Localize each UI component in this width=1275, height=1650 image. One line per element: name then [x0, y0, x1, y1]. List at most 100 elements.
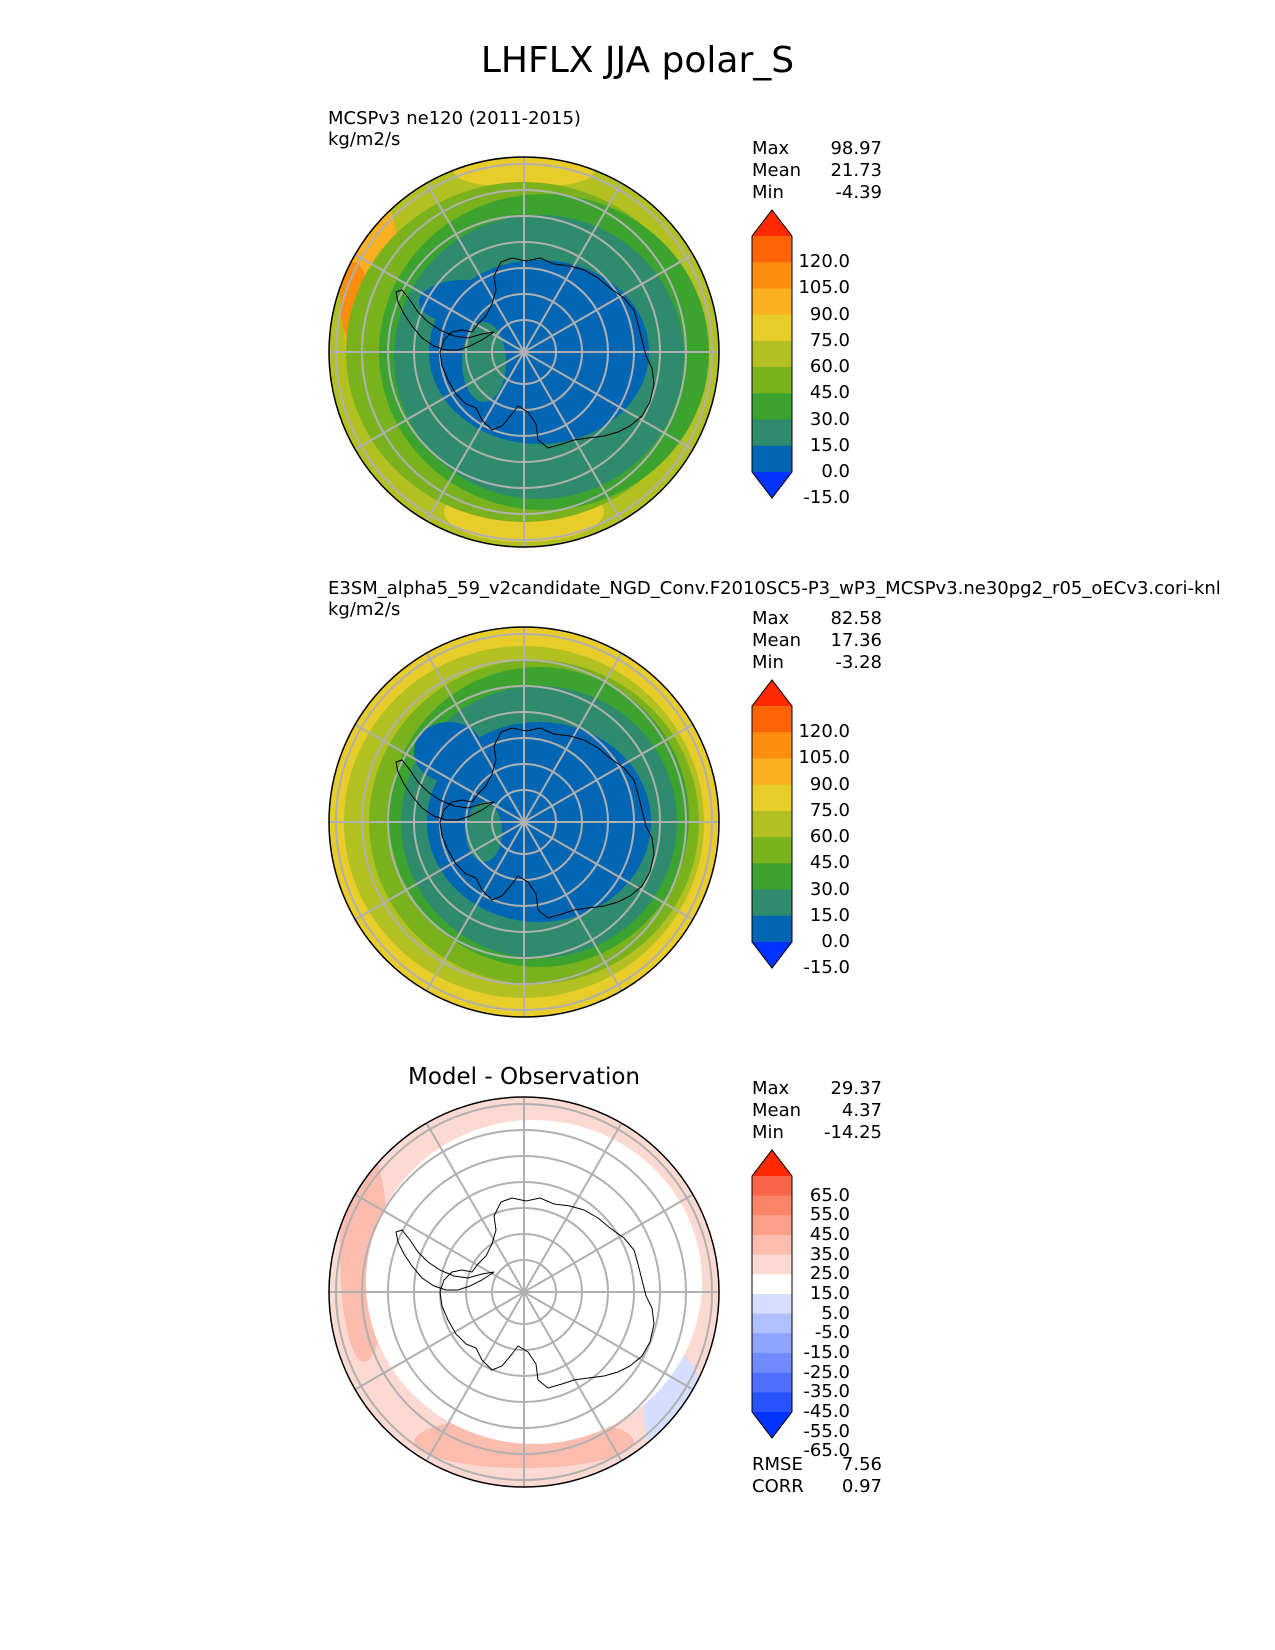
colorbar-tick-label: -5.0	[814, 1322, 850, 1344]
contour-band	[414, 722, 484, 782]
colorbar-tick-label: -65.0	[803, 1440, 850, 1462]
panel-1-units: kg/m2/s	[328, 129, 401, 150]
colorbar-segment	[752, 863, 792, 891]
meridian-line	[425, 1122, 623, 1462]
colorbar-outline	[751, 679, 793, 969]
contour-band	[419, 280, 509, 324]
min-label: Min	[752, 1122, 784, 1143]
mean-label: Mean	[752, 160, 802, 181]
colorbar-segment	[752, 445, 792, 473]
colorbar-segment	[752, 810, 792, 838]
colorbar-tick-label: 30.0	[809, 878, 850, 900]
colorbar-tick-label: 60.0	[809, 356, 850, 378]
panel-2-title: E3SM_alpha5_59_v2candidate_NGD_Conv.F201…	[328, 578, 1221, 599]
min-label: Min	[752, 182, 784, 203]
colorbar-segment	[752, 419, 792, 447]
mean-value: 17.36	[830, 630, 882, 651]
colorbar-tick-label: 45.0	[809, 852, 850, 874]
colorbar-tick-label: 55.0	[809, 1204, 850, 1226]
colorbar-tick-label: -35.0	[803, 1381, 850, 1403]
colorbar-segment	[752, 1215, 792, 1236]
mean-value: 21.73	[830, 160, 882, 181]
colorbar-segment	[752, 706, 792, 733]
max-label: Max	[752, 1078, 790, 1099]
colorbar-segment	[752, 262, 792, 289]
peninsula-coastline	[395, 289, 495, 351]
min-value: -4.39	[835, 182, 882, 203]
colorbar-segment	[752, 1195, 792, 1216]
colorbar-tick-label: 75.0	[809, 799, 850, 821]
colorbar-segment	[752, 314, 792, 342]
colorbar-segment	[752, 889, 792, 917]
colorbar-tick-label: -55.0	[803, 1420, 850, 1442]
rmse-label: RMSE	[752, 1454, 803, 1475]
colorbar-tick-label: 90.0	[809, 773, 850, 795]
colorbar-segment	[752, 732, 792, 759]
antarctica-coastline	[439, 1197, 655, 1389]
colorbar-tick-label: 60.0	[809, 826, 850, 848]
colorbar-segment	[752, 915, 792, 943]
colorbar-tick-label: -45.0	[803, 1401, 850, 1422]
colorbar-tick-label: -25.0	[803, 1361, 850, 1383]
colorbar-segment	[752, 1235, 792, 1256]
colorbar-segment	[752, 367, 792, 394]
colorbar-tick-label: 105.0	[798, 747, 850, 769]
colorbar-tick-label: 45.0	[809, 1224, 850, 1245]
colorbar-tick-label: 15.0	[809, 434, 850, 456]
antarctica-coastline	[439, 257, 655, 449]
colorbar-tick-label: -15.0	[803, 487, 850, 509]
panel-2-colorbar	[751, 679, 793, 969]
peninsula-coastline	[395, 759, 495, 821]
panel-1-stats: Max 98.97 Mean 21.73 Min -4.39	[752, 138, 882, 204]
colorbar-tick-label: 45.0	[809, 382, 850, 404]
panel-1-colorbar	[751, 209, 793, 499]
colorbar-tick-label: 0.0	[821, 461, 850, 482]
rmse-value: 7.56	[841, 1454, 882, 1475]
min-label: Min	[752, 652, 784, 673]
colorbar-segment	[752, 837, 792, 864]
antarctica-coastline	[439, 727, 655, 919]
colorbar-segment	[752, 1254, 792, 1275]
colorbar-segment	[752, 288, 792, 316]
coastline	[395, 727, 655, 919]
corr-label: CORR	[752, 1476, 804, 1497]
colorbar-segment	[752, 758, 792, 786]
panel-3-map	[328, 1096, 720, 1488]
meridian-line	[425, 182, 623, 522]
colorbar-extend-max	[752, 680, 792, 706]
colorbar-segment	[752, 784, 792, 812]
colorbar-tick-label: 25.0	[809, 1263, 850, 1285]
colorbar-tick-label: 30.0	[809, 408, 850, 430]
panel-2-map	[328, 626, 720, 1018]
colorbar-segment	[752, 1313, 792, 1334]
panel-1-map	[328, 156, 720, 548]
colorbar-segment	[752, 1274, 792, 1295]
colorbar-segment	[752, 393, 792, 421]
mean-value: 4.37	[841, 1100, 882, 1121]
corr-value: 0.97	[841, 1476, 882, 1497]
figure-title: LHFLX JJA polar_S	[480, 40, 795, 81]
colorbar-tick-label: 15.0	[809, 1283, 850, 1304]
map-boundary	[328, 156, 720, 548]
colorbar-segment	[752, 1392, 792, 1413]
map-boundary	[328, 1096, 720, 1488]
colorbar-tick-label: 105.0	[798, 277, 850, 299]
coastline	[395, 257, 655, 449]
max-label: Max	[752, 608, 790, 629]
colorbar-segment	[752, 1176, 792, 1197]
colorbar-tick-label: 65.0	[809, 1184, 850, 1206]
colorbar-outline	[751, 209, 793, 499]
meridian-line	[425, 652, 623, 992]
colorbar-tick-label: 120.0	[798, 251, 850, 273]
colorbar-tick-label: 5.0	[821, 1302, 850, 1324]
max-value: 82.58	[830, 608, 882, 629]
max-value: 29.37	[830, 1078, 882, 1099]
min-value: -14.25	[823, 1122, 882, 1143]
coastline	[395, 1197, 655, 1389]
colorbar-extend-min	[752, 942, 792, 968]
map-boundary	[328, 626, 720, 1018]
colorbar-segment	[752, 1333, 792, 1354]
colorbar-tick-label: 90.0	[809, 303, 850, 325]
colorbar-tick-label: 0.0	[821, 931, 850, 952]
mean-label: Mean	[752, 630, 802, 651]
